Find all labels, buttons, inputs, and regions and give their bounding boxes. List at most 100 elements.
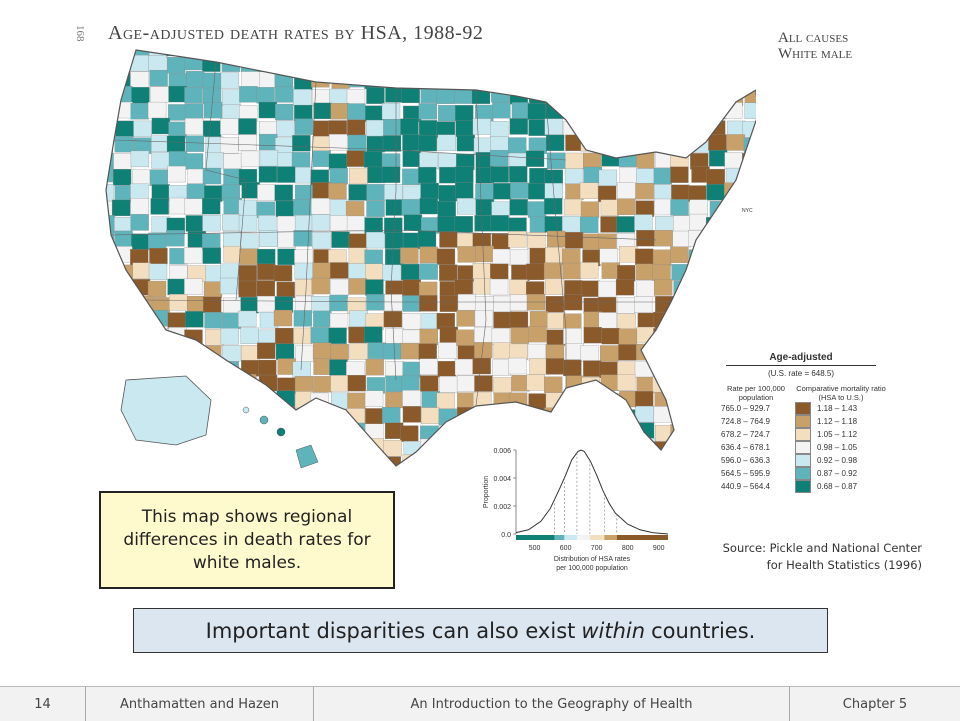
hsa-region [349, 343, 368, 360]
hsa-region [275, 120, 295, 137]
hsa-region [384, 217, 403, 234]
hsa-region [583, 360, 602, 377]
hsa-region [456, 439, 475, 456]
color-bar-segment [554, 535, 565, 540]
hsa-region [381, 103, 401, 120]
hsa-region [365, 438, 384, 455]
hsa-region [400, 342, 419, 360]
hsa-region [562, 248, 581, 265]
hsa-region [564, 280, 583, 297]
hsa-region [673, 103, 692, 120]
hsa-region [565, 152, 584, 170]
hsa-region [114, 86, 133, 103]
hsa-region [151, 135, 170, 152]
legend-range: 765.0 – 929.7 [721, 404, 770, 413]
hsa-region [527, 343, 547, 361]
hsa-region [106, 264, 113, 281]
hsa-region [258, 166, 278, 183]
hsa-region [653, 359, 672, 376]
hsa-region [545, 278, 564, 295]
hsa-region [528, 55, 548, 73]
hsa-region [745, 294, 756, 311]
hsa-region [275, 327, 294, 345]
hsa-region [132, 262, 151, 279]
hsa-region [724, 214, 743, 231]
hsa-region [509, 343, 528, 361]
hsa-region [544, 71, 563, 88]
hsa-region [220, 118, 239, 135]
hsa-region [635, 50, 654, 57]
hsa-region [653, 342, 672, 359]
hsa-region [439, 295, 459, 312]
hsa-region [599, 50, 618, 57]
hsa-region [115, 359, 134, 376]
hsa-region [636, 168, 655, 185]
hsa-region [106, 313, 114, 330]
hsa-region [365, 55, 385, 72]
hsa-region [106, 457, 116, 466]
hsa-region [510, 327, 529, 344]
source-line-2: for Health Statistics (1996) [766, 558, 922, 572]
hsa-region [653, 167, 673, 185]
hsa-region [583, 152, 602, 170]
legend-swatch [795, 480, 811, 493]
hsa-region [439, 264, 458, 281]
legend-ratio: 0.68 – 0.87 [817, 482, 858, 491]
hsa-region [365, 408, 384, 425]
hsa-region [636, 263, 655, 281]
hsa-region [402, 150, 421, 167]
hsa-region [489, 149, 509, 167]
hsa-region [690, 55, 709, 72]
hsa-region [546, 86, 566, 103]
hsa-region [202, 457, 222, 466]
hsa-region [474, 310, 494, 327]
hsa-region [184, 198, 203, 215]
hsa-region [420, 438, 439, 456]
hsa-region [151, 152, 170, 169]
hsa-region [420, 472, 438, 480]
hsa-region [313, 405, 332, 423]
footer-book-title: An Introduction to the Geography of Heal… [314, 687, 790, 721]
hsa-region [617, 265, 636, 282]
hsa-region [294, 295, 314, 313]
hsa-region [490, 407, 510, 424]
hsa-region [367, 474, 385, 480]
legend-ratio: 0.98 – 1.05 [817, 443, 858, 452]
legend-range: 596.0 – 636.3 [721, 456, 770, 465]
hsa-region [238, 457, 257, 466]
hsa-region [457, 246, 476, 263]
hsa-region [130, 150, 150, 168]
hsa-region [384, 71, 403, 88]
hsa-region [330, 262, 349, 279]
hsa-region [473, 278, 492, 295]
hsa-region [168, 121, 187, 139]
hsa-region [526, 374, 545, 391]
hsa-region [385, 86, 404, 103]
hsa-region [544, 407, 563, 424]
hsa-region [106, 409, 115, 426]
hsa-region [330, 473, 348, 480]
hsa-region [106, 390, 114, 408]
y-tick-label: 0.0 [501, 532, 511, 539]
hsa-region [493, 295, 512, 313]
hsa-region [186, 439, 205, 456]
hsa-region [618, 328, 638, 345]
hsa-region [116, 472, 134, 480]
hsa-region [166, 230, 185, 247]
hsa-region [636, 280, 655, 297]
hsa-region [634, 135, 653, 153]
hsa-region [419, 295, 438, 312]
hsa-region [617, 53, 636, 71]
hsa-region [544, 376, 563, 393]
hsa-region [331, 72, 350, 89]
hsa-region [688, 374, 707, 391]
hsa-region [223, 231, 242, 248]
hsa-region [617, 136, 636, 153]
hsa-region [691, 265, 710, 282]
hsa-region [529, 358, 548, 375]
hsa-region [473, 408, 493, 426]
hsa-region [742, 182, 756, 199]
hsa-region [670, 166, 689, 183]
hsa-region [401, 313, 421, 330]
hsa-region [310, 392, 329, 410]
